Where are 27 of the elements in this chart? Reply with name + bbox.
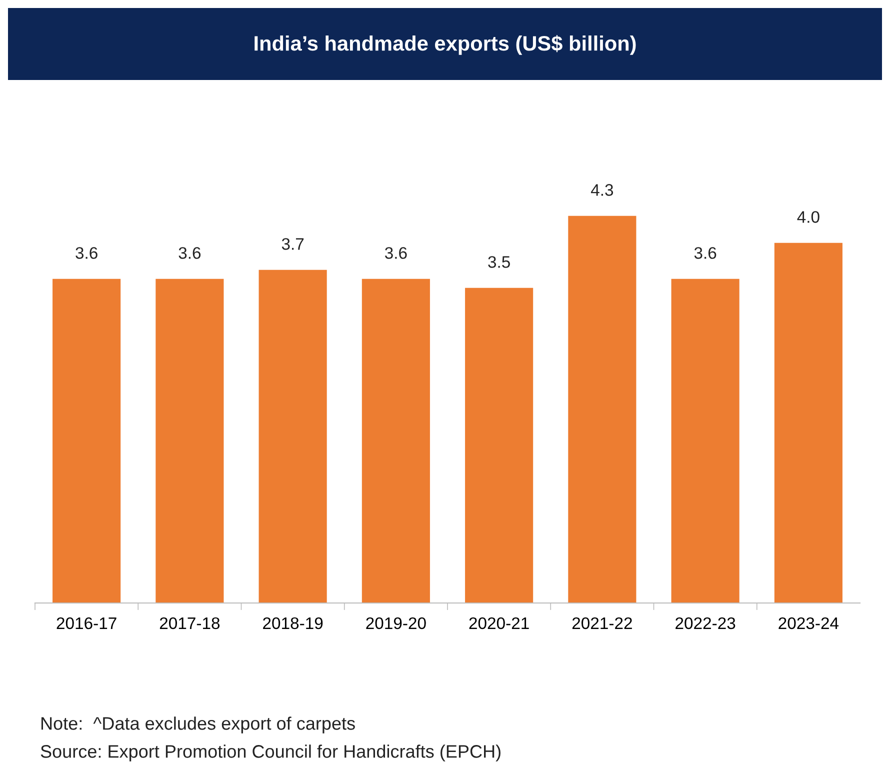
data-label: 3.7 (282, 238, 304, 250)
bar (568, 216, 636, 603)
x-tick-label: 2019-20 (366, 617, 426, 630)
data-label: 4.3 (590, 184, 614, 196)
x-tick-label: 2018-19 (263, 617, 323, 630)
x-tick-label: 2016-17 (56, 617, 116, 630)
x-tick-label: 2021-22 (572, 617, 632, 630)
bar (156, 278, 224, 603)
x-tick-label: 2023-24 (778, 617, 839, 630)
bar (671, 278, 740, 603)
x-tick-label: 2020-21 (469, 617, 529, 630)
x-tick-label: 2022-23 (676, 617, 736, 630)
data-label: 3.5 (488, 256, 510, 268)
bar (362, 278, 430, 603)
data-label: 4.0 (797, 211, 820, 223)
x-tick-label: 2017-18 (160, 617, 220, 630)
chart-title: India’s handmade exports (US$ billion) (254, 35, 636, 55)
source-note: Source: Export Promotion Council for Handicrafts (EPCH) (40, 744, 500, 762)
bar (258, 270, 327, 603)
bar (52, 278, 121, 603)
data-label: 3.6 (384, 247, 407, 259)
bar (465, 288, 534, 603)
text: Note: ^Data excludes export of carpets (41, 716, 355, 734)
data-label: 3.6 (178, 247, 201, 259)
bar (774, 242, 842, 603)
data-label: 3.6 (76, 247, 98, 259)
data-label: 3.6 (694, 247, 716, 259)
